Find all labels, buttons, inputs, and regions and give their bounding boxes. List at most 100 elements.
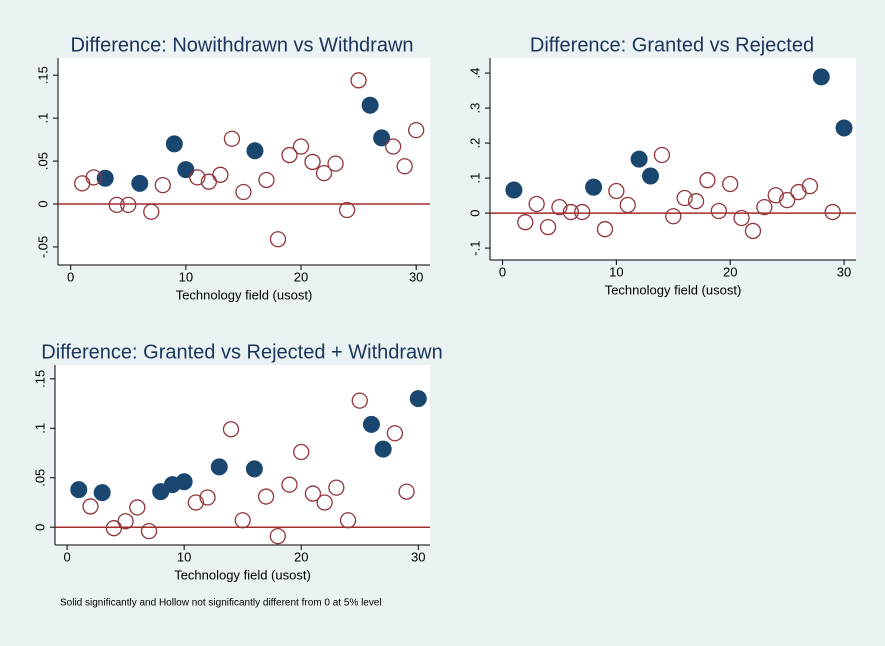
y-tick-label: 0 bbox=[35, 200, 50, 207]
point-hollow bbox=[187, 494, 204, 511]
y-tick-label: -.05 bbox=[35, 236, 50, 258]
point-hollow bbox=[129, 499, 146, 516]
point-hollow bbox=[710, 202, 727, 220]
point-hollow bbox=[304, 153, 321, 171]
point-hollow bbox=[551, 198, 568, 216]
point-hollow bbox=[386, 425, 404, 442]
point-hollow bbox=[801, 177, 819, 195]
point-filled bbox=[362, 415, 380, 433]
point-filled bbox=[210, 458, 228, 476]
point-hollow bbox=[258, 171, 275, 189]
x-tick-label: 30 bbox=[837, 264, 851, 279]
point-hollow bbox=[293, 443, 310, 461]
plot-region bbox=[55, 365, 430, 545]
point-hollow bbox=[408, 121, 425, 139]
point-filled bbox=[835, 119, 853, 137]
point-hollow bbox=[222, 421, 240, 438]
y-tick-label: -.1 bbox=[467, 241, 482, 256]
point-hollow bbox=[339, 512, 357, 529]
chart-title: Difference: Nowithdrawn vs Withdrawn bbox=[70, 34, 413, 56]
point-hollow bbox=[292, 138, 310, 155]
point-hollow bbox=[108, 196, 125, 214]
point-hollow bbox=[396, 158, 413, 175]
y-tick-label: .1 bbox=[467, 173, 482, 184]
point-hollow bbox=[316, 494, 333, 511]
point-hollow bbox=[665, 208, 682, 225]
x-tick-label: 0 bbox=[499, 264, 506, 279]
point-hollow bbox=[722, 175, 739, 193]
point-hollow bbox=[269, 527, 286, 545]
point-hollow bbox=[619, 196, 636, 214]
point-hollow bbox=[574, 203, 591, 221]
point-hollow bbox=[562, 203, 579, 221]
point-filled bbox=[505, 181, 523, 199]
point-filled bbox=[374, 440, 392, 458]
point-hollow bbox=[304, 485, 322, 502]
y-tick-label: .1 bbox=[35, 113, 50, 124]
x-tick-label: 10 bbox=[609, 264, 623, 279]
y-tick-label: 0 bbox=[32, 524, 47, 531]
point-hollow bbox=[384, 138, 402, 155]
y-tick-label: .05 bbox=[35, 152, 50, 170]
point-hollow bbox=[653, 146, 671, 164]
point-filled bbox=[246, 142, 264, 160]
point-hollow bbox=[257, 488, 275, 505]
point-hollow bbox=[350, 72, 367, 89]
point-filled bbox=[642, 167, 660, 185]
point-hollow bbox=[223, 130, 241, 147]
x-tick-label: 10 bbox=[179, 269, 193, 284]
point-hollow bbox=[154, 176, 171, 194]
point-hollow bbox=[120, 196, 137, 214]
y-tick-label: .15 bbox=[35, 66, 50, 84]
point-hollow bbox=[140, 523, 158, 540]
point-hollow bbox=[143, 203, 160, 220]
note: Solid significantly and Hollow not signi… bbox=[60, 598, 382, 609]
point-hollow bbox=[315, 164, 333, 182]
plot-region bbox=[490, 58, 856, 260]
point-filled bbox=[177, 161, 195, 179]
x-axis-label: Technology field (usost) bbox=[605, 282, 742, 297]
point-hollow bbox=[281, 146, 298, 164]
point-hollow bbox=[398, 483, 415, 500]
point-hollow bbox=[778, 191, 796, 209]
point-hollow bbox=[528, 195, 545, 213]
point-filled bbox=[175, 473, 193, 491]
point-filled bbox=[585, 178, 603, 196]
x-tick-label: 10 bbox=[177, 549, 191, 564]
point-hollow bbox=[234, 512, 251, 529]
y-tick-label: .3 bbox=[467, 103, 482, 114]
point-hollow bbox=[596, 221, 614, 238]
x-tick-label: 0 bbox=[63, 549, 70, 564]
y-tick-label: .05 bbox=[32, 469, 47, 487]
x-tick-label: 30 bbox=[409, 269, 423, 284]
point-hollow bbox=[676, 189, 693, 207]
point-hollow bbox=[756, 198, 773, 216]
x-axis-label: Technology field (usost) bbox=[174, 567, 311, 582]
chart-title: Difference: Granted vs Rejected bbox=[530, 34, 814, 56]
x-tick-label: 20 bbox=[294, 269, 308, 284]
point-hollow bbox=[327, 155, 344, 172]
point-hollow bbox=[82, 498, 99, 515]
point-filled bbox=[70, 481, 88, 499]
point-hollow bbox=[608, 182, 625, 200]
point-hollow bbox=[539, 218, 557, 236]
y-tick-label: .4 bbox=[467, 68, 482, 79]
point-filled bbox=[812, 68, 830, 86]
point-filled bbox=[165, 135, 183, 153]
point-hollow bbox=[269, 231, 287, 248]
point-hollow bbox=[733, 209, 750, 227]
point-hollow bbox=[699, 172, 716, 189]
x-tick-label: 30 bbox=[411, 549, 425, 564]
point-hollow bbox=[824, 203, 841, 221]
point-hollow bbox=[85, 169, 102, 186]
chart-title: Difference: Granted vs Rejected + Withdr… bbox=[41, 341, 442, 363]
plot-region bbox=[58, 58, 430, 265]
point-hollow bbox=[517, 214, 534, 231]
point-hollow bbox=[338, 201, 356, 219]
point-filled bbox=[409, 390, 427, 408]
x-tick-label: 20 bbox=[723, 264, 737, 279]
point-hollow bbox=[328, 479, 345, 496]
point-hollow bbox=[235, 183, 252, 201]
